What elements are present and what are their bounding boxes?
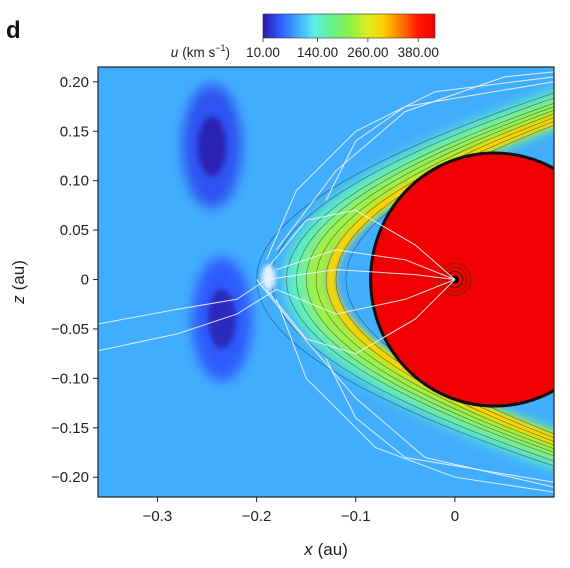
y-tick-label: 0.05 (60, 222, 89, 239)
star-contour-rings (438, 263, 472, 296)
streamline (325, 358, 554, 483)
streamlines (98, 71, 554, 493)
x-tick-label: −0.3 (143, 508, 173, 525)
y-tick-label: 0.10 (60, 173, 89, 190)
streamline (256, 279, 554, 488)
x-axis-title: x (au) (303, 540, 348, 559)
low-speed-core (198, 116, 226, 177)
y-tick-label: −0.15 (51, 420, 89, 437)
colorbar-tick-label: 380.00 (398, 45, 439, 60)
y-axis-variable: z (9, 295, 28, 305)
low-speed-lobes (182, 84, 252, 382)
contour-line (315, 113, 554, 446)
colorbar-unit-exponent: −1 (215, 43, 225, 53)
y-tick-label: −0.20 (51, 469, 89, 486)
x-axis-ticks: −0.3 −0.2 −0.1 0 (143, 497, 459, 525)
y-tick-label: 0.20 (60, 74, 89, 91)
contour-line (345, 124, 554, 435)
contour-line (305, 109, 554, 450)
y-tick-label: −0.05 (51, 321, 89, 338)
streamline (266, 279, 456, 355)
y-tick-label: 0 (81, 272, 89, 289)
streamline (98, 288, 277, 352)
bow-shock-inner-band (325, 114, 554, 445)
fast-wind-region (369, 151, 554, 408)
contour-line (335, 120, 554, 439)
companion-marker (261, 264, 276, 291)
streamline (325, 81, 554, 201)
colorbar-tick-label: 10.00 (246, 45, 280, 60)
streamline (98, 269, 455, 325)
x-tick-label: −0.2 (242, 508, 272, 525)
star-ring (442, 267, 468, 292)
colorbar-title: u (km s−1) (171, 43, 230, 60)
y-axis-unit: (au) (9, 260, 28, 290)
colorbar-tick-label: 140.00 (297, 45, 338, 60)
star-ring (438, 263, 472, 296)
streamline (276, 71, 554, 251)
y-axis-ticks: 0.20 0.15 0.10 0.05 0 −0.05 −0.10 −0.15 −0.20 (51, 74, 98, 486)
plot-frame (97, 66, 555, 498)
plot-area (98, 67, 554, 497)
colorbar-unit-close: ) (226, 45, 231, 60)
streamline (275, 299, 554, 493)
colorbar-bar (262, 13, 436, 39)
colorbar-tick-label: 260.00 (347, 45, 388, 60)
x-tick-label: −0.1 (341, 508, 371, 525)
contour-line (325, 117, 554, 442)
x-axis-unit: (au) (318, 540, 348, 559)
streamline (276, 249, 456, 280)
y-tick-label: 0.15 (60, 123, 89, 140)
star-ring (446, 271, 464, 288)
colorbar-variable: u (171, 45, 179, 60)
contour-line (285, 102, 554, 457)
x-axis-variable: x (303, 540, 313, 559)
colorbar-ticks: 10.00 140.00 260.00 380.00 (246, 38, 439, 60)
panel-label: d (6, 17, 21, 44)
streamline (276, 279, 456, 315)
y-axis-title: z (au) (9, 260, 28, 305)
contour-line (256, 92, 554, 467)
contour-line (295, 106, 554, 453)
streamline (266, 209, 456, 280)
y-tick-label: −0.10 (51, 370, 89, 387)
colorbar-unit: (km s (182, 45, 215, 60)
colorbar: u (km s−1) 10.00 140.00 260.00 380.00 (171, 13, 439, 60)
x-tick-label: 0 (451, 508, 459, 525)
